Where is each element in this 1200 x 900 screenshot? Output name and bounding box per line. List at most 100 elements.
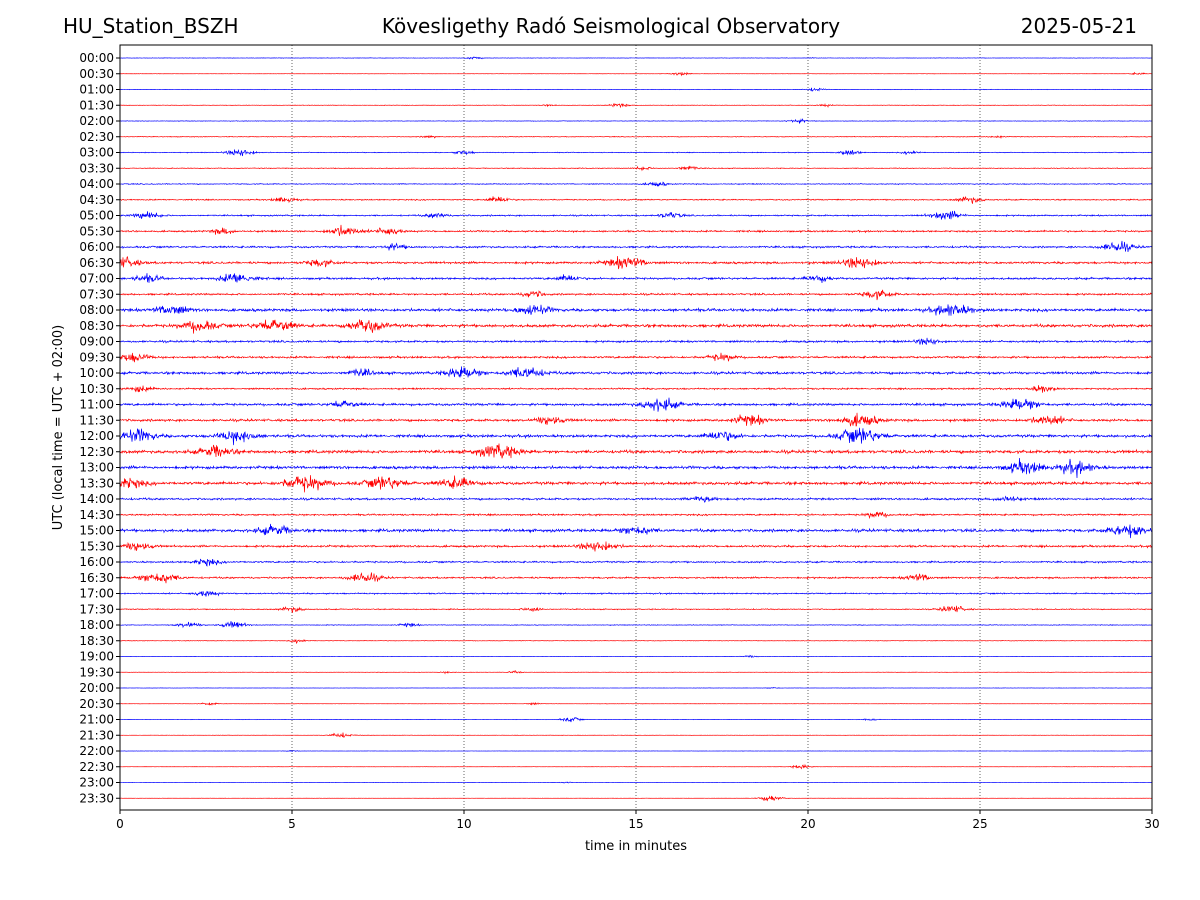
trace-0730 (119, 289, 1153, 301)
trace-2030 (119, 702, 1152, 706)
y-tick-label: 03:30 (79, 161, 114, 175)
y-tick-label: 00:30 (79, 67, 114, 81)
y-tick-label: 10:00 (79, 366, 114, 380)
y-tick-label: 19:30 (79, 665, 114, 679)
trace-2300 (119, 781, 1153, 784)
trace-2200 (119, 749, 1153, 753)
y-tick-label: 00:00 (79, 51, 114, 65)
y-tick-label: 06:30 (79, 256, 114, 270)
trace-0830 (119, 319, 1153, 334)
trace-2100 (119, 717, 1153, 723)
x-tick-label: 15 (628, 817, 643, 831)
trace-0600 (119, 240, 1153, 252)
trace-1330 (119, 475, 1153, 493)
trace-0700 (119, 273, 1153, 284)
trace-0430 (119, 196, 1153, 204)
trace-1730 (119, 605, 1153, 613)
x-tick-label: 0 (116, 817, 124, 831)
x-axis-ticks: 0 5 10 15 20 25 30 (116, 810, 1160, 831)
y-tick-label: 16:00 (79, 555, 114, 569)
x-tick-label: 10 (456, 817, 471, 831)
y-axis-label: UTC (local time = UTC + 02:00) (51, 325, 66, 530)
y-tick-label: 02:00 (79, 114, 114, 128)
y-tick-label: 17:30 (79, 602, 114, 616)
y-tick-label: 15:00 (79, 524, 114, 538)
y-tick-label: 06:00 (79, 240, 114, 254)
trace-1400 (119, 495, 1153, 503)
y-tick-label: 12:00 (79, 429, 114, 443)
y-tick-label: 05:30 (79, 224, 114, 238)
y-tick-label: 10:30 (79, 382, 114, 396)
trace-1130 (119, 412, 1153, 427)
trace-0200 (119, 118, 1153, 124)
trace-0630 (119, 256, 1153, 270)
y-tick-label: 08:30 (79, 319, 114, 333)
trace-1300 (119, 457, 1153, 478)
trace-0330 (119, 165, 1153, 172)
y-tick-label: 07:30 (79, 287, 114, 301)
y-tick-label: 04:30 (79, 193, 114, 207)
y-tick-label: 14:00 (79, 492, 114, 506)
y-tick-label: 21:30 (79, 728, 114, 742)
y-tick-label: 01:30 (79, 98, 114, 112)
y-tick-label: 21:00 (79, 713, 114, 727)
y-tick-label: 17:00 (79, 587, 114, 601)
trace-1900 (119, 654, 1153, 658)
y-tick-label: 12:30 (79, 445, 114, 459)
x-tick-label: 25 (972, 817, 987, 831)
trace-0900 (119, 337, 1153, 346)
trace-1430 (119, 511, 1153, 520)
y-tick-label: 16:30 (79, 571, 114, 585)
y-tick-label: 09:00 (79, 335, 114, 349)
trace-0030 (119, 71, 1153, 77)
trace-0500 (119, 210, 1153, 220)
trace-1230 (119, 443, 1153, 459)
trace-0230 (119, 134, 1153, 140)
y-tick-label: 19:00 (79, 650, 114, 664)
trace-2130 (119, 732, 1153, 738)
trace-0100 (119, 87, 1153, 92)
trace-2330 (120, 795, 1153, 802)
trace-0400 (119, 181, 1153, 187)
y-tick-label: 08:00 (79, 303, 114, 317)
chart-title: Kövesligethy Radó Seismological Observat… (381, 14, 841, 38)
trace-1500 (119, 523, 1153, 539)
y-tick-label: 03:00 (79, 146, 114, 160)
trace-0000 (119, 56, 1153, 60)
x-axis-label: time in minutes (585, 839, 687, 854)
trace-0130 (119, 102, 1153, 109)
trace-0800 (119, 304, 1153, 316)
y-tick-label: 09:30 (79, 350, 114, 364)
trace-2230 (119, 763, 1153, 770)
trace-1800 (119, 621, 1153, 629)
y-tick-label: 18:30 (79, 634, 114, 648)
trace-1830 (119, 638, 1153, 645)
x-tick-label: 20 (800, 817, 815, 831)
chart-date: 2025-05-21 (1020, 14, 1137, 38)
y-tick-label: 18:00 (79, 618, 114, 632)
y-tick-label: 13:30 (79, 476, 114, 490)
y-tick-label: 13:00 (79, 461, 114, 475)
trace-1200 (119, 427, 1153, 446)
station-name: HU_Station_BSZH (63, 14, 239, 38)
trace-1700 (119, 591, 1153, 597)
y-tick-label: 01:00 (79, 83, 114, 97)
y-tick-label: 23:30 (79, 791, 114, 805)
trace-1530 (119, 541, 1153, 552)
x-tick-label: 30 (1144, 817, 1159, 831)
y-tick-label: 20:00 (79, 681, 114, 695)
y-tick-label: 02:30 (79, 130, 114, 144)
y-tick-label: 14:30 (79, 508, 114, 522)
y-tick-label: 05:00 (79, 209, 114, 223)
trace-1630 (119, 572, 1153, 584)
trace-1600 (119, 558, 1153, 567)
seismic-traces (119, 56, 1153, 802)
y-tick-label: 11:00 (79, 398, 114, 412)
trace-0300 (119, 149, 1153, 157)
y-tick-label: 22:00 (79, 744, 114, 758)
trace-1930 (119, 670, 1153, 675)
trace-1000 (119, 366, 1153, 378)
y-tick-label: 07:00 (79, 272, 114, 286)
